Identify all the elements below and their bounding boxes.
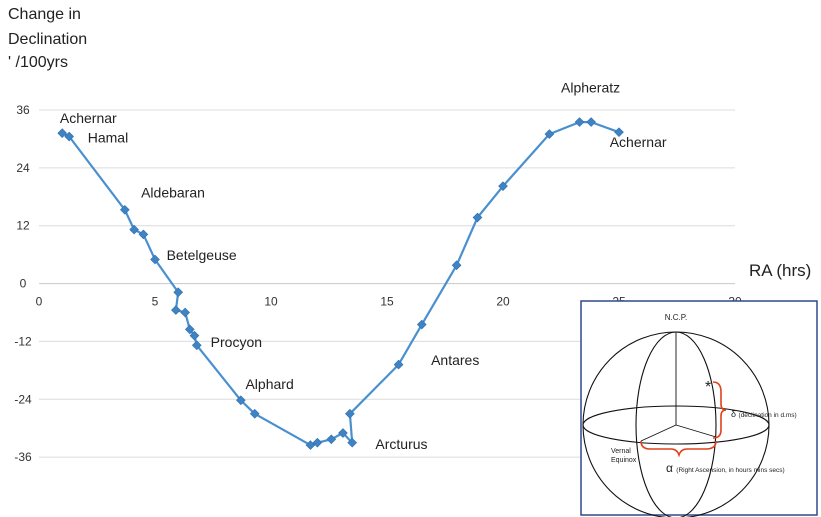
data-point xyxy=(249,408,260,419)
data-point xyxy=(472,212,483,223)
declination-label: δ (declination in d.ms) xyxy=(731,409,797,419)
data-point xyxy=(129,224,139,235)
data-point xyxy=(138,229,149,240)
delta-description: (declination in d.ms) xyxy=(739,412,797,419)
x-tick-label: 10 xyxy=(264,295,278,309)
star-label: Achernar xyxy=(60,110,117,126)
star-label: Betelgeuse xyxy=(167,247,237,263)
data-point xyxy=(498,181,508,192)
data-point xyxy=(326,434,337,445)
y-axis-title-line-3: ' /100yrs xyxy=(8,54,68,71)
data-point xyxy=(416,319,427,330)
data-point xyxy=(236,395,246,406)
data-point xyxy=(614,127,624,138)
data-point xyxy=(171,305,181,315)
data-point xyxy=(347,437,358,448)
vernal-equinox-label-2: Equinox xyxy=(611,457,637,464)
y-tick-label: 36 xyxy=(16,103,30,117)
y-axis-title: Change in Declination ' /100yrs xyxy=(8,6,87,71)
y-tick-label: -12 xyxy=(14,334,32,348)
star-ray xyxy=(675,424,717,438)
series-declination-change xyxy=(57,117,624,450)
y-tick-label: -24 xyxy=(14,392,32,406)
vernal-ray xyxy=(640,424,677,442)
vernal-equinox-label-1: Vernal xyxy=(611,448,631,455)
data-point xyxy=(173,287,184,298)
data-point xyxy=(150,254,160,265)
data-point xyxy=(451,260,462,271)
delta-symbol: δ xyxy=(731,409,736,419)
data-point xyxy=(191,340,202,351)
data-point xyxy=(586,117,596,127)
star-label: Antares xyxy=(431,352,479,368)
ncp-label: N.C.P. xyxy=(665,313,688,322)
x-tick-label: 5 xyxy=(152,295,159,309)
data-point xyxy=(180,307,190,318)
data-point xyxy=(338,428,348,438)
data-point xyxy=(120,204,130,215)
x-tick-label: 15 xyxy=(380,295,394,309)
data-point xyxy=(345,408,355,419)
data-point xyxy=(312,437,323,448)
data-point xyxy=(544,129,555,139)
star-label: Arcturus xyxy=(375,436,427,452)
alpha-description: (Right Ascension, in hours mins secs) xyxy=(676,467,784,474)
y-tick-label: 24 xyxy=(16,161,30,175)
x-tick-label: 20 xyxy=(496,295,510,309)
star-label: Hamal xyxy=(88,129,128,145)
star-annotations: Achernar Hamal Aldebaran Betelgeuse Procyon A… xyxy=(60,80,667,452)
right-ascension-label: α (Right Ascension, in hours mins secs) xyxy=(666,461,785,475)
x-tick-label: 0 xyxy=(36,295,43,309)
star-label: Achernar xyxy=(610,134,667,150)
data-point xyxy=(57,128,68,138)
star-marker-glyph: * xyxy=(705,379,711,396)
y-tick-labels: 36 24 12 0 -12 -24 -36 xyxy=(14,103,32,464)
data-point xyxy=(64,131,74,142)
data-point xyxy=(305,440,316,450)
y-tick-label: 0 xyxy=(20,277,27,291)
right-ascension-bracket xyxy=(640,440,717,458)
star-label: Aldebaran xyxy=(141,184,205,200)
declination-bracket xyxy=(712,381,727,439)
celestial-sphere-inset: N.C.P. * δ (declination in d.ms) α (Righ… xyxy=(580,300,818,517)
y-tick-label: -36 xyxy=(14,450,32,464)
star-label: Alpheratz xyxy=(561,80,620,96)
gridlines xyxy=(39,109,735,458)
y-tick-label: 12 xyxy=(16,219,30,233)
star-label: Procyon xyxy=(211,334,262,350)
inset-frame xyxy=(580,300,818,516)
alpha-symbol: α xyxy=(666,461,673,475)
data-point xyxy=(574,117,585,127)
y-axis-title-line-1: Change in xyxy=(8,6,81,23)
data-point xyxy=(189,330,200,341)
x-axis-title: RA (hrs) xyxy=(749,261,811,280)
data-point xyxy=(184,324,195,335)
data-point xyxy=(393,359,404,370)
y-axis-title-line-2: Declination xyxy=(8,31,87,48)
star-label: Alphard xyxy=(245,376,293,392)
